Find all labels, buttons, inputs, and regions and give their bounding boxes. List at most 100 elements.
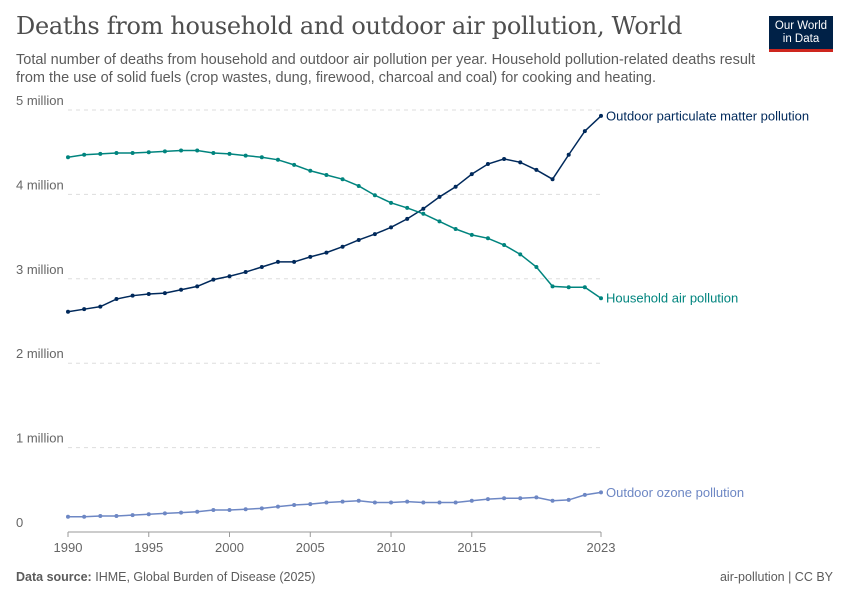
data-point [372,193,377,198]
data-point [389,500,394,505]
license[interactable]: air-pollution | CC BY [719,570,833,584]
data-point [227,151,232,156]
data-point [550,177,555,182]
x-tick-label: 2010 [377,540,406,555]
data-point [469,498,474,503]
data-point [308,168,313,173]
y-tick-label: 2 million [16,346,64,361]
data-point [324,250,329,255]
data-point [437,500,442,505]
data-point [114,151,119,156]
y-tick-label: 4 million [16,177,64,192]
data-point [599,296,603,301]
data-point [179,510,184,515]
data-point [372,500,377,505]
data-source: Data source: IHME, Global Burden of Dise… [16,570,315,584]
data-point [405,205,410,210]
data-point [179,287,184,292]
data-point [227,508,232,513]
data-point [534,264,539,269]
series-label: Household air pollution [606,291,738,306]
data-point [162,291,167,296]
data-point [437,194,442,199]
data-point [566,285,571,290]
data-point [324,172,329,177]
series-line [68,491,602,518]
data-point [534,167,539,172]
data-point [130,293,135,298]
y-tick-label: 0 [16,515,23,530]
data-point [130,513,135,518]
data-point [211,508,216,513]
data-point [292,259,297,264]
y-tick-label: 3 million [16,262,64,277]
data-point [356,237,361,242]
data-point [308,502,313,507]
data-point [162,149,167,154]
data-point [485,497,490,502]
data-point [453,500,458,505]
data-point [66,155,70,160]
data-point [453,184,458,189]
data-point [179,148,184,153]
data-point [275,259,280,264]
x-tick-label: 2015 [457,540,486,555]
data-point [534,495,539,500]
data-point [195,148,200,153]
data-point [98,304,103,309]
data-point [582,285,587,290]
data-point [66,514,70,519]
data-point [518,496,523,501]
data-point [243,507,248,512]
data-point [146,150,151,155]
data-point [566,497,571,502]
data-point [582,492,587,497]
x-tick-label: 2000 [215,540,244,555]
y-tick-label: 5 million [16,93,64,108]
x-tick-label: 2023 [587,540,616,555]
data-point [98,513,103,518]
data-point [275,157,280,162]
source-label: Data source: [16,570,92,584]
data-point [340,177,345,182]
data-point [518,160,523,165]
data-point [114,297,119,302]
data-point [518,252,523,257]
data-point [162,511,167,516]
data-point [227,274,232,279]
series-label: Outdoor particulate matter pollution [606,108,809,123]
data-point [243,153,248,158]
data-point [437,219,442,224]
logo-text: Our World in Data [774,20,828,45]
data-point [82,152,87,157]
data-point [82,514,87,519]
data-point [211,151,216,156]
data-point [502,496,507,501]
data-point [146,512,151,517]
data-point [66,309,70,314]
x-tick-label: 1995 [134,540,163,555]
data-point [550,284,555,289]
data-point [485,236,490,241]
owid-logo[interactable]: Our World in Data [769,16,833,52]
series-label: Outdoor ozone pollution [606,485,744,500]
data-point [582,129,587,134]
data-point [259,155,264,160]
data-point [405,216,410,221]
data-point [114,513,119,518]
data-point [389,200,394,205]
data-point [566,152,571,157]
data-point [372,232,377,237]
series-line [67,149,602,299]
chart-title: Deaths from household and outdoor air po… [16,12,683,40]
data-point [211,277,216,282]
data-point [130,151,135,156]
data-point [195,284,200,289]
data-point [389,225,394,230]
x-tick-label: 2005 [296,540,325,555]
chart-subtitle: Total number of deaths from household an… [16,52,756,86]
data-point [502,243,507,248]
source-link[interactable]: IHME, Global Burden of Disease (2025) [95,570,316,584]
data-point [292,502,297,507]
